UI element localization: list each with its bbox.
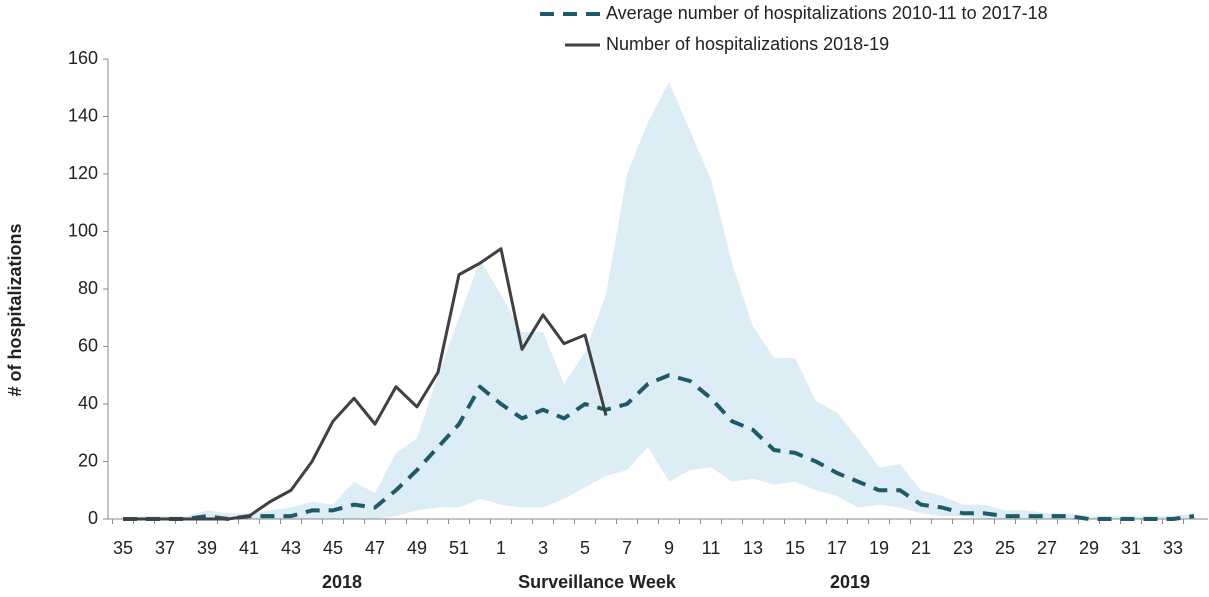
y-axis-label: # of hospitalizations [5, 223, 25, 396]
y-tick-label: 160 [68, 48, 98, 68]
x-tick-label: 5 [580, 538, 590, 558]
x-tick-label: 37 [155, 538, 175, 558]
x-axis-label: Surveillance Week [518, 572, 677, 592]
year-label: 2019 [830, 572, 870, 592]
series-line [123, 373, 1195, 521]
x-tick-label: 23 [953, 538, 973, 558]
y-tick-label: 20 [78, 450, 98, 470]
y-tick-label: 120 [68, 163, 98, 183]
x-tick-label: 47 [365, 538, 385, 558]
x-tick-label: 13 [743, 538, 763, 558]
x-tick-label: 35 [113, 538, 133, 558]
x-tick-label: 17 [827, 538, 847, 558]
x-tick-label: 1 [496, 538, 506, 558]
x-tick-label: 43 [281, 538, 301, 558]
x-tick-label: 33 [1163, 538, 1183, 558]
y-tick-label: 40 [78, 393, 98, 413]
x-tick-label: 7 [622, 538, 632, 558]
x-tick-label: 29 [1079, 538, 1099, 558]
y-tick-label: 0 [88, 508, 98, 528]
x-tick-label: 21 [911, 538, 931, 558]
x-tick-label: 45 [323, 538, 343, 558]
y-tick-label: 100 [68, 220, 98, 240]
series-line [123, 247, 608, 521]
x-tick-label: 49 [407, 538, 427, 558]
x-tick-label: 51 [449, 538, 469, 558]
x-tick-label: 41 [239, 538, 259, 558]
x-tick-label: 3 [538, 538, 548, 558]
year-label: 2018 [322, 572, 362, 592]
x-tick-label: 9 [664, 538, 674, 558]
x-tick-label: 19 [869, 538, 889, 558]
y-tick-label: 140 [68, 105, 98, 125]
x-tick-label: 11 [702, 538, 721, 558]
x-tick-label: 25 [995, 538, 1015, 558]
y-tick-label: 80 [78, 278, 98, 298]
x-tick-label: 15 [785, 538, 805, 558]
y-tick-label: 60 [78, 335, 98, 355]
x-tick-label: 39 [197, 538, 217, 558]
legend-label: Average number of hospitalizations 2010-… [606, 3, 1048, 23]
x-tick-label: 27 [1037, 538, 1057, 558]
range-band [123, 82, 1194, 519]
x-tick-label: 31 [1121, 538, 1141, 558]
legend-label: Number of hospitalizations 2018-19 [606, 34, 889, 54]
